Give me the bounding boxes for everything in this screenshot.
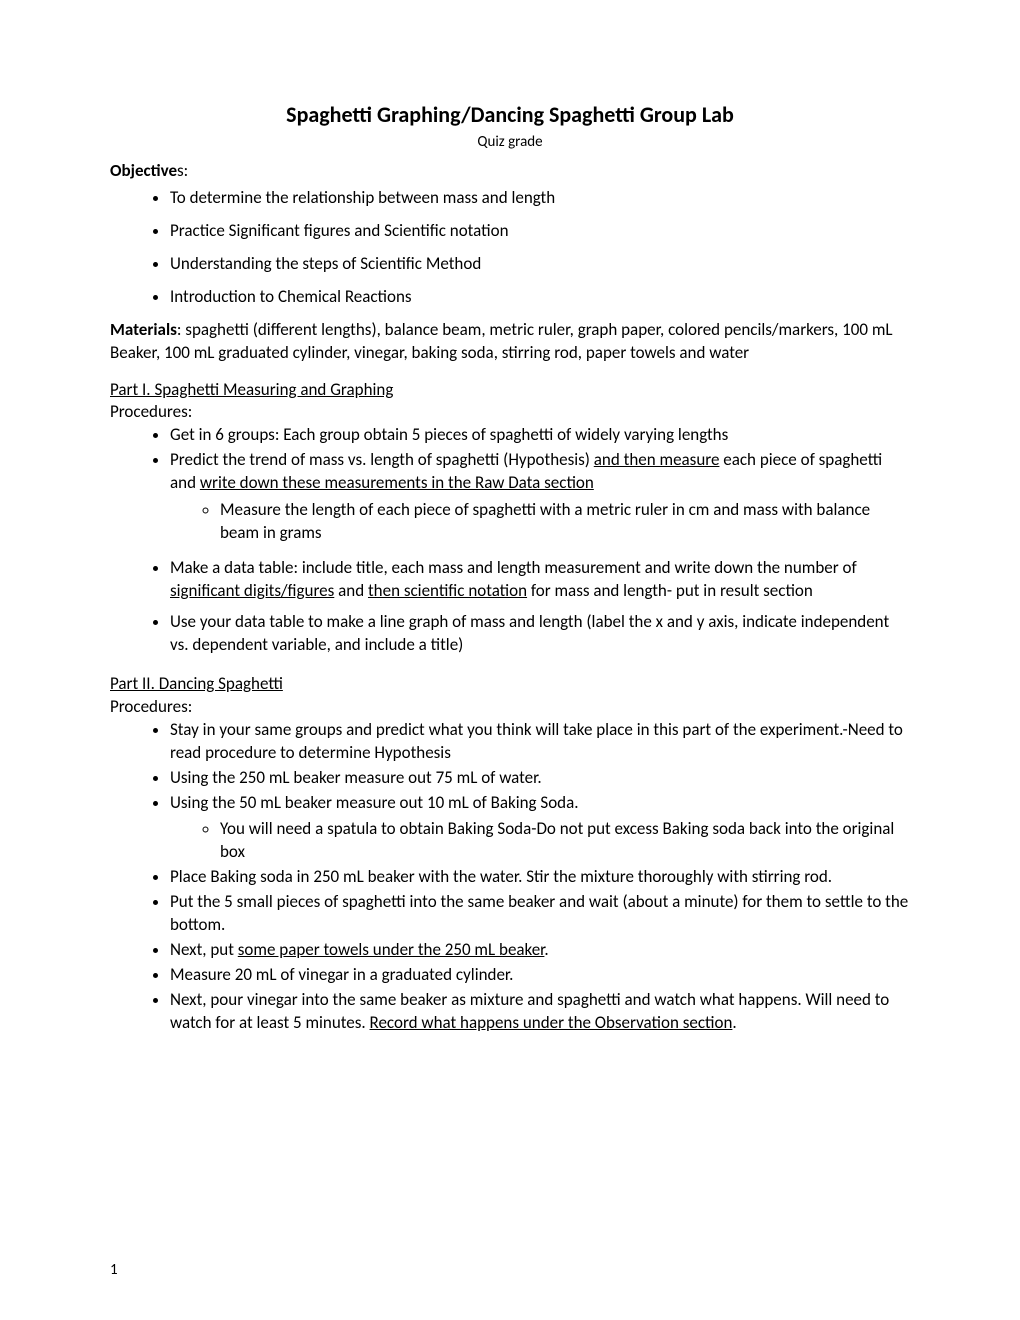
list-item: Stay in your same groups and predict wha… xyxy=(170,719,910,765)
text: Using the 50 mL beaker measure out 10 mL… xyxy=(170,792,579,813)
procedures-label: Procedures: xyxy=(110,696,910,719)
underlined-text: then scientific notation xyxy=(368,580,527,601)
list-item: You will need a spatula to obtain Baking… xyxy=(220,818,910,864)
text: Next, put xyxy=(170,939,238,960)
list-item: Put the 5 small pieces of spaghetti into… xyxy=(170,891,910,937)
list-item: Understanding the steps of Scientific Me… xyxy=(170,253,910,276)
list-item: Get in 6 groups: Each group obtain 5 pie… xyxy=(170,424,910,447)
objectives-suffix: s: xyxy=(177,160,188,181)
text: and xyxy=(334,580,368,601)
sub-list: Measure the length of each piece of spag… xyxy=(220,499,910,545)
materials-section: Materials: spaghetti (different lengths)… xyxy=(110,319,910,365)
list-item: Practice Significant figures and Scienti… xyxy=(170,220,910,243)
underlined-text: some paper towels under the 250 mL beake… xyxy=(238,939,545,960)
list-item: Place Baking soda in 250 mL beaker with … xyxy=(170,866,910,889)
list-item: Using the 250 mL beaker measure out 75 m… xyxy=(170,767,910,790)
part1-header: Part I. Spaghetti Measuring and Graphing xyxy=(110,379,910,402)
text: for mass and length- put in result secti… xyxy=(527,580,813,601)
materials-label: Materials xyxy=(110,319,177,340)
sub-list: You will need a spatula to obtain Baking… xyxy=(220,818,910,864)
list-item: Next, put some paper towels under the 25… xyxy=(170,939,910,962)
part2-section: Part II. Dancing Spaghetti Procedures: S… xyxy=(110,673,910,1035)
part1-section: Part I. Spaghetti Measuring and Graphing… xyxy=(110,379,910,657)
list-item: Next, pour vinegar into the same beaker … xyxy=(170,989,910,1035)
underlined-text: and then measure xyxy=(594,449,720,470)
document-title: Spaghetti Graphing/Dancing Spaghetti Gro… xyxy=(110,100,910,130)
list-item: Measure 20 mL of vinegar in a graduated … xyxy=(170,964,910,987)
underlined-text: write down these measurements in the Raw… xyxy=(200,472,594,493)
list-item: Measure the length of each piece of spag… xyxy=(220,499,910,545)
text: Predict the trend of mass vs. length of … xyxy=(170,449,594,470)
list-item: Introduction to Chemical Reactions xyxy=(170,286,910,309)
procedures-label: Procedures: xyxy=(110,401,910,424)
underlined-text: Record what happens under the Observatio… xyxy=(370,1012,733,1033)
objectives-label: Objective xyxy=(110,160,177,181)
list-item: To determine the relationship between ma… xyxy=(170,187,910,210)
part2-header: Part II. Dancing Spaghetti xyxy=(110,673,910,696)
list-item: Predict the trend of mass vs. length of … xyxy=(170,449,910,545)
page-number: 1 xyxy=(110,1260,118,1280)
list-item: Use your data table to make a line graph… xyxy=(170,611,910,657)
part2-procedures-list: Stay in your same groups and predict wha… xyxy=(170,719,910,1035)
text: . xyxy=(732,1012,736,1033)
list-item: Using the 50 mL beaker measure out 10 mL… xyxy=(170,792,910,865)
text: Make a data table: include title, each m… xyxy=(170,557,857,578)
materials-text: : spaghetti (different lengths), balance… xyxy=(110,319,893,363)
part1-procedures-list: Get in 6 groups: Each group obtain 5 pie… xyxy=(170,424,910,656)
objectives-list: To determine the relationship between ma… xyxy=(170,187,910,309)
text: . xyxy=(544,939,548,960)
document-subtitle: Quiz grade xyxy=(110,132,910,152)
underlined-text: significant digits/figures xyxy=(170,580,334,601)
list-item: Make a data table: include title, each m… xyxy=(170,557,910,603)
objectives-section: Objectives: To determine the relationshi… xyxy=(110,160,910,309)
